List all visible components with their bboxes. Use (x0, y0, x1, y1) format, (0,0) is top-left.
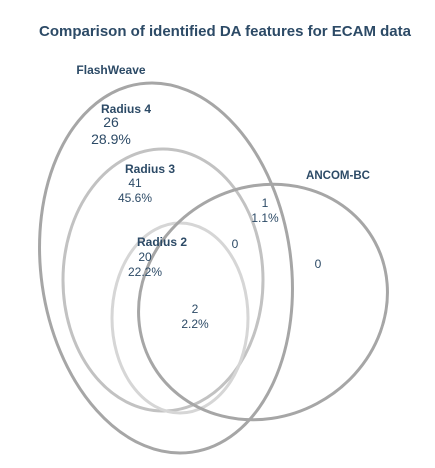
ancombc-set-label: ANCOM-BC (306, 170, 370, 182)
ancombc-only-count: 0 (315, 257, 322, 271)
flashweave-ancombc-count: 1 (262, 196, 269, 210)
ancombc-set-outline (137, 182, 389, 422)
radius2-only-count: 20 (138, 250, 152, 264)
flashweave-set-label: FlashWeave (76, 63, 145, 77)
radius3-set-label: Radius 3 (125, 162, 175, 176)
radius2-ancombc-percent: 2.2% (181, 317, 209, 331)
radius4-set-label: Radius 4 (101, 102, 151, 116)
radius2-set-outline (110, 221, 250, 415)
diagram-title: Comparison of identified DA features for… (39, 23, 412, 40)
radius2-only-percent: 22.2% (128, 265, 162, 279)
radius3-only-count: 41 (128, 176, 142, 190)
flashweave-ancombc-percent: 1.1% (251, 211, 279, 225)
radius2-ancombc-count: 2 (192, 302, 199, 316)
radius3-only-percent: 45.6% (118, 191, 152, 205)
radius4-only-count: 26 (103, 114, 119, 130)
radius3-set-outline (61, 147, 265, 413)
radius4-only-percent: 28.9% (91, 131, 131, 147)
radius3-ancombc-count: 0 (232, 237, 239, 251)
radius2-set-label: Radius 2 (137, 235, 187, 249)
flashweave-set-outline (38, 81, 294, 455)
